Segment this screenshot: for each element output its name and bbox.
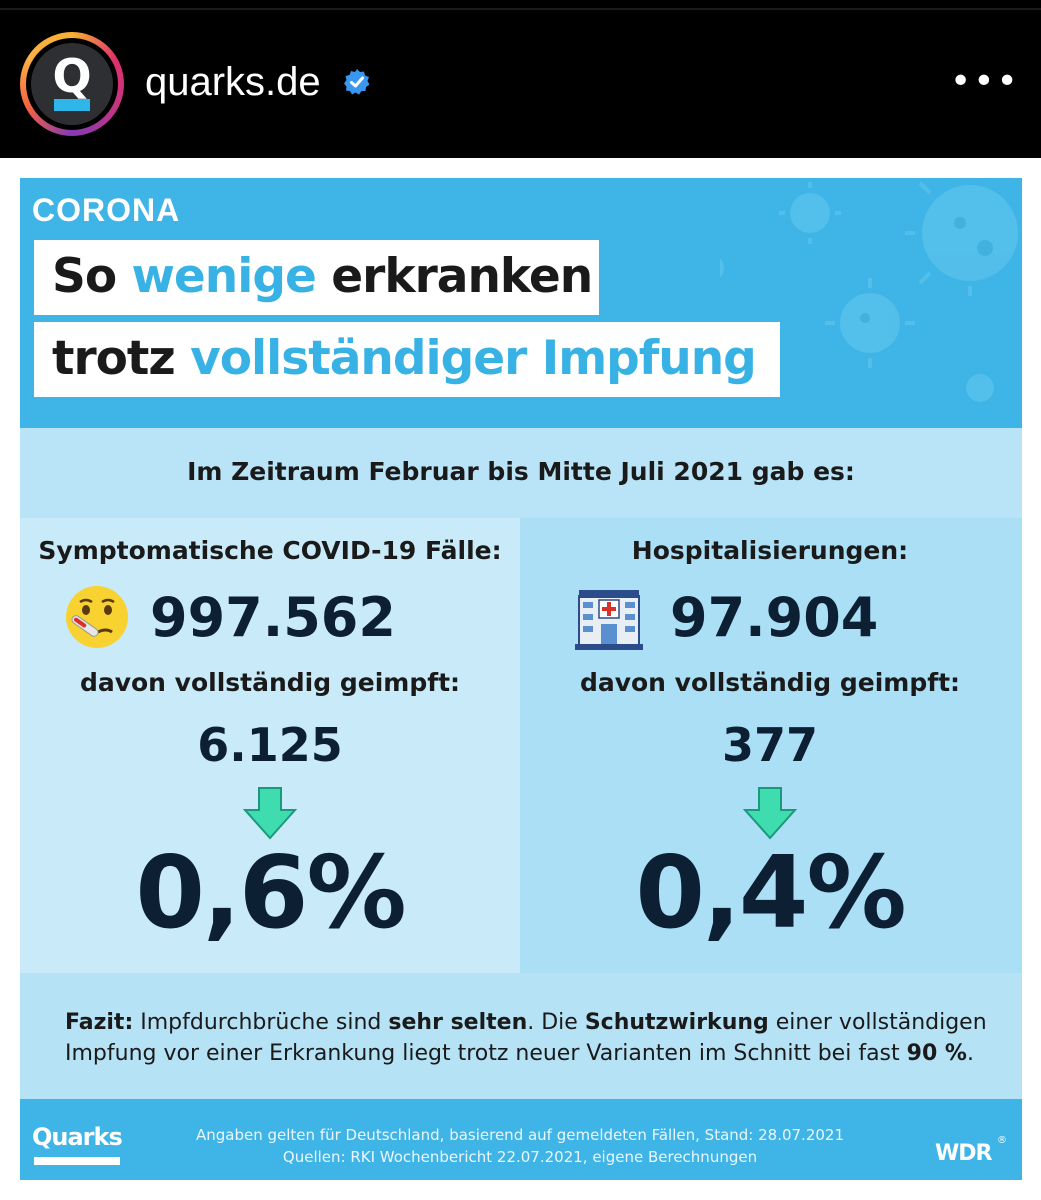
title-trotz: trotz — [52, 331, 191, 386]
infographic-footer: Quarks Angaben gelten für Deutschland, b… — [20, 1099, 1022, 1180]
post-header: Q quarks.de ••• — [0, 0, 1041, 158]
divider — [0, 8, 1041, 10]
hospital-icon — [575, 590, 643, 650]
cases-percent: 0,6% — [135, 834, 406, 951]
bottom-margin — [0, 1188, 1041, 1200]
title-erkranken: erkranken — [315, 249, 593, 304]
wdr-registered-mark: ® — [997, 1135, 1007, 1146]
conclusion-box: Fazit: Impfdurchbrüche sind sehr selten.… — [20, 973, 1022, 1099]
title-wenige: wenige — [131, 249, 317, 304]
verified-badge-icon — [344, 69, 370, 95]
quarks-logo: Quarks — [32, 1123, 123, 1151]
username-link[interactable]: quarks.de — [145, 60, 321, 104]
title-vollstaendiger-impfung: vollständiger Impfung — [190, 331, 757, 386]
arrow-down-icon — [243, 787, 297, 840]
title-so: So — [52, 249, 132, 304]
hospital-total: 97.904 — [670, 586, 879, 649]
category-label: CORONA — [32, 192, 181, 228]
source-line-1: Angaben gelten für Deutschland, basieren… — [196, 1126, 844, 1144]
conclusion-bold: Schutzwirkung — [584, 1010, 769, 1035]
period-banner: Im Zeitraum Februar bis Mitte Juli 2021 … — [20, 428, 1022, 518]
cases-vaccinated: 6.125 — [197, 718, 343, 772]
hospital-title: Hospitalisierungen: — [631, 536, 909, 565]
source-note: Angaben gelten für Deutschland, basieren… — [170, 1124, 870, 1168]
arrow-down-icon — [743, 787, 797, 840]
post-image[interactable]: CORONA — [20, 178, 1022, 1180]
avatar-letter: Q — [52, 49, 92, 103]
hospital-percent: 0,4% — [635, 834, 906, 951]
conclusion-part: Impfdurchbrüche sind — [133, 1010, 389, 1035]
title-line-2: trotz vollständiger Impfung — [34, 322, 780, 397]
more-options-icon[interactable]: ••• — [950, 61, 1020, 102]
conclusion-bold: 90 % — [906, 1041, 967, 1066]
conclusion-part: einer vollständigen Impfung vor einer Er… — [65, 1010, 987, 1066]
virus-decoration-icon — [720, 181, 1018, 402]
cases-title: Symptomatische COVID-19 Fälle: — [38, 536, 502, 565]
wdr-logo: WDR — [935, 1141, 992, 1166]
conclusion-bold: sehr selten — [388, 1010, 528, 1035]
hospital-vaccinated-label: davon vollständig geimpft: — [579, 668, 961, 697]
cases-total: 997.562 — [150, 586, 396, 649]
hero-banner: CORONA — [20, 178, 1022, 428]
sick-face-icon — [66, 586, 128, 648]
avatar-inner — [31, 43, 113, 125]
cases-column: Symptomatische COVID-19 Fälle: 997.562 d… — [20, 518, 520, 973]
hospital-column: Hospitalisierungen: 97.904 davon vollstä… — [520, 518, 1022, 973]
source-line-2: Quellen: RKI Wochenbericht 22.07.2021, e… — [282, 1148, 758, 1166]
quarks-logo-bar — [34, 1157, 120, 1165]
conclusion-part: . — [966, 1041, 974, 1066]
conclusion-label: Fazit: — [65, 1010, 134, 1035]
period-text: Im Zeitraum Februar bis Mitte Juli 2021 … — [187, 457, 855, 486]
conclusion-text: Fazit: Impfdurchbrüche sind sehr selten.… — [65, 1007, 995, 1069]
cases-vaccinated-label: davon vollständig geimpft: — [79, 668, 461, 697]
hospital-vaccinated: 377 — [721, 718, 819, 772]
title-line-1: So wenige erkranken — [34, 240, 599, 315]
avatar-bar — [54, 99, 90, 111]
conclusion-part: . Die — [527, 1010, 585, 1035]
